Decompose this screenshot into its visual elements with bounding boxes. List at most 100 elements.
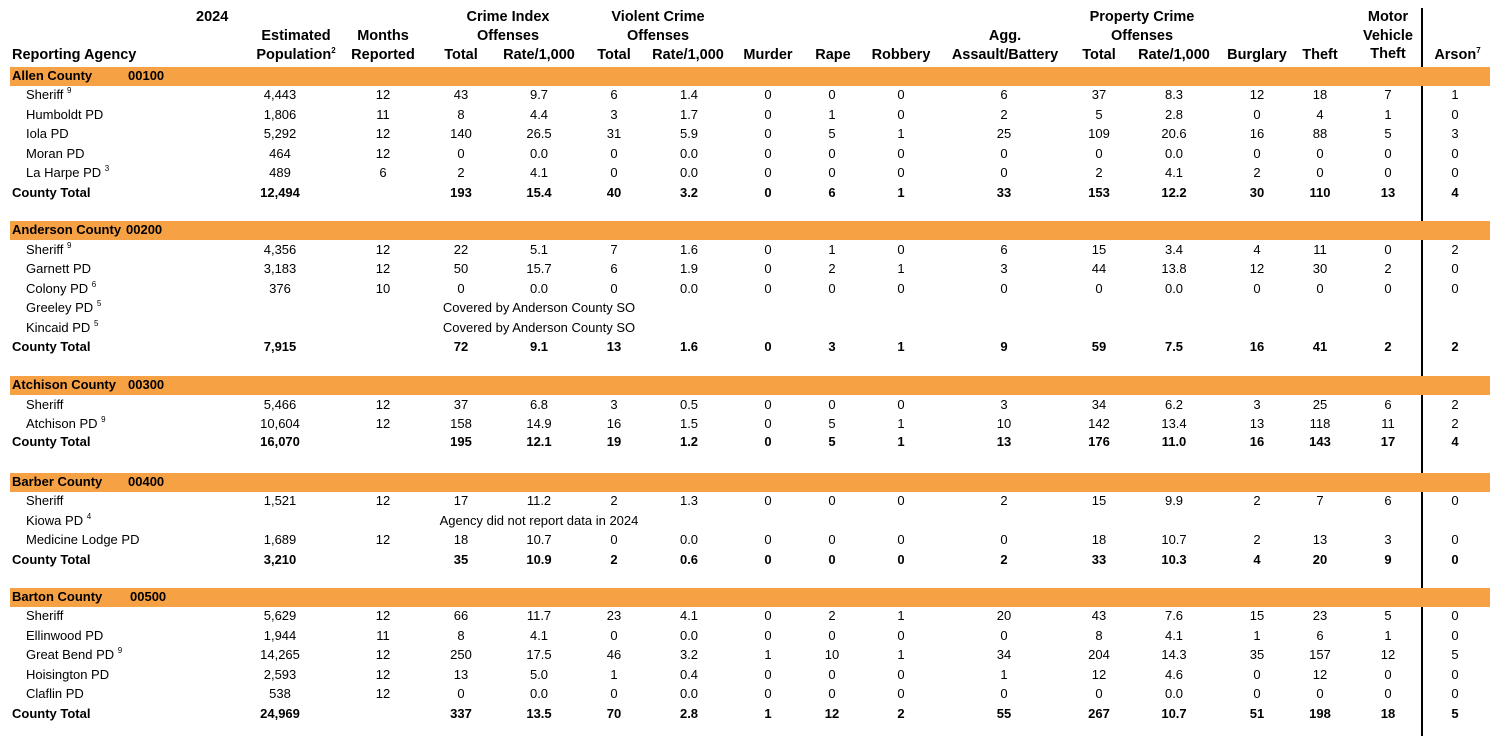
cell-robbery: 0	[897, 493, 905, 508]
cell-robbery: 0	[897, 87, 905, 102]
cell-ci-total: 0	[457, 686, 465, 701]
cell-vc-total: 7	[610, 242, 618, 257]
cell-pc-rate: 13.4	[1161, 415, 1187, 431]
cell-ci-total: 337	[450, 705, 472, 721]
cell-pc-total: 18	[1091, 532, 1107, 547]
cell-theft: 4	[1316, 106, 1324, 122]
cell-theft: 20	[1312, 551, 1328, 567]
agency-name: La Harpe PD 3	[26, 164, 110, 181]
county-total-label: County Total	[12, 705, 91, 721]
cell-agg-assault: 20	[996, 608, 1012, 623]
cell-ci-rate: 12.1	[526, 434, 552, 449]
table-row: Sheriff 9 4,443 12 43 9.7 6 1.4 0 0 0 6 37 8.3 12 18 7 1	[0, 85, 1498, 104]
cell-vc-rate: 1.6	[679, 339, 699, 354]
cell-mvt: 6	[1384, 397, 1392, 412]
cell-arson: 2	[1451, 415, 1459, 431]
county-total-row: County Total 24,969 337 13.5 70 2.8 1 12 2 55 267 1…	[0, 704, 1498, 723]
cell-est-pop: 4,443	[263, 87, 297, 102]
cell-arson: 4	[1451, 434, 1459, 449]
cell-rape: 5	[828, 415, 836, 431]
cell-pc-total: 44	[1091, 261, 1107, 277]
cell-murder: 1	[764, 705, 772, 721]
cell-ci-rate: 4.1	[529, 165, 549, 181]
cell-murder: 0	[764, 686, 772, 701]
cell-ci-rate: 11.7	[526, 608, 552, 623]
cell-mvt: 9	[1384, 551, 1392, 567]
county-name: Barton County	[12, 589, 103, 604]
cell-theft: 118	[1309, 415, 1331, 431]
cell-vc-total: 46	[606, 647, 622, 662]
cell-rape: 0	[828, 165, 836, 181]
cell-vc-rate: 0.0	[679, 686, 699, 701]
table-row: Kincaid PD 5 Covered by Anderson County S…	[0, 318, 1498, 337]
cell-vc-total: 2	[610, 551, 618, 567]
cell-vc-total: 3	[610, 397, 618, 412]
county-header: Allen County 00100	[10, 67, 1490, 86]
cell-agg-assault: 2	[1000, 106, 1008, 122]
cell-vc-total: 13	[606, 339, 622, 354]
cell-ci-total: 35	[453, 551, 469, 567]
cell-mvt: 0	[1384, 666, 1392, 682]
cell-rape: 0	[828, 397, 836, 412]
cell-rape: 0	[828, 145, 836, 161]
cell-pc-rate: 8.3	[1164, 87, 1184, 102]
cell-theft: 157	[1309, 647, 1331, 662]
cell-agg-assault: 2	[1000, 493, 1008, 508]
cell-murder: 0	[764, 627, 772, 643]
cell-agg-assault: 10	[996, 415, 1012, 431]
cell-ci-rate: 15.7	[526, 261, 552, 277]
agency-name: Sheriff 9	[26, 86, 72, 103]
cell-vc-rate: 1.6	[679, 242, 699, 257]
agency-name: Garnett PD	[26, 261, 92, 277]
cell-ci-total: 195	[450, 434, 472, 449]
cell-rape: 1	[828, 242, 836, 257]
cell-pc-total: 267	[1088, 705, 1110, 721]
header-vc-rate: Rate/1,000	[652, 47, 724, 63]
cell-arson: 0	[1451, 145, 1459, 161]
cell-theft: 13	[1312, 532, 1328, 547]
cell-months: 12	[375, 686, 391, 701]
cell-ci-total: 72	[453, 339, 469, 354]
header-rape: Rape	[815, 47, 851, 63]
county-name: Barber County	[12, 474, 103, 489]
table-row: Ellinwood PD 1,944 11 8 4.1 0 0.0 0 0 0 0 8 4.1 1 6 1 0	[0, 626, 1498, 645]
cell-est-pop: 1,521	[263, 493, 297, 508]
cell-robbery: 0	[897, 242, 905, 257]
agency-name: Greeley PD 5	[26, 299, 102, 316]
cell-pc-rate: 12.2	[1161, 185, 1187, 200]
cell-theft: 198	[1309, 705, 1331, 721]
cell-rape: 3	[828, 339, 836, 354]
cell-agg-assault: 0	[1000, 686, 1008, 701]
cell-ci-total: 22	[453, 242, 469, 257]
cell-mvt: 0	[1384, 165, 1392, 181]
cell-burglary: 13	[1249, 415, 1265, 431]
cell-est-pop: 464	[269, 145, 291, 161]
agency-name: Kincaid PD 5	[26, 318, 99, 335]
cell-mvt: 7	[1384, 87, 1392, 102]
cell-pc-rate: 9.9	[1164, 493, 1184, 508]
cell-mvt: 2	[1384, 261, 1392, 277]
cell-ci-total: 140	[450, 126, 472, 142]
cell-est-pop: 14,265	[260, 647, 300, 662]
county-total-label: County Total	[12, 434, 91, 449]
cell-pc-total: 12	[1091, 666, 1107, 682]
cell-agg-assault: 9	[1000, 339, 1008, 354]
cell-ci-rate: 0.0	[529, 686, 549, 701]
cell-rape: 0	[828, 532, 836, 547]
cell-robbery: 0	[897, 397, 905, 412]
cell-mvt: 5	[1384, 608, 1392, 623]
cell-robbery: 1	[897, 647, 905, 662]
cell-mvt: 5	[1384, 126, 1392, 142]
header-arson: Arson7	[1434, 46, 1481, 64]
table-row: La Harpe PD 3 489 6 2 4.1 0 0.0 0 0 0 0 2 4.1 2 0 0 0	[0, 163, 1498, 182]
cell-vc-total: 0	[610, 280, 618, 296]
cell-theft: 88	[1312, 126, 1328, 142]
cell-mvt: 18	[1380, 705, 1396, 721]
cell-theft: 143	[1309, 434, 1331, 449]
cell-arson: 0	[1451, 165, 1459, 181]
cell-months: 12	[375, 647, 391, 662]
header-ci-total: Total	[444, 47, 478, 63]
county-name: Allen County	[12, 68, 93, 83]
cell-agg-assault: 55	[996, 705, 1012, 721]
table-row: Sheriff 9 4,356 12 22 5.1 7 1.6 0 1 0 6 15 3.4 4 11 0 2	[0, 240, 1498, 259]
